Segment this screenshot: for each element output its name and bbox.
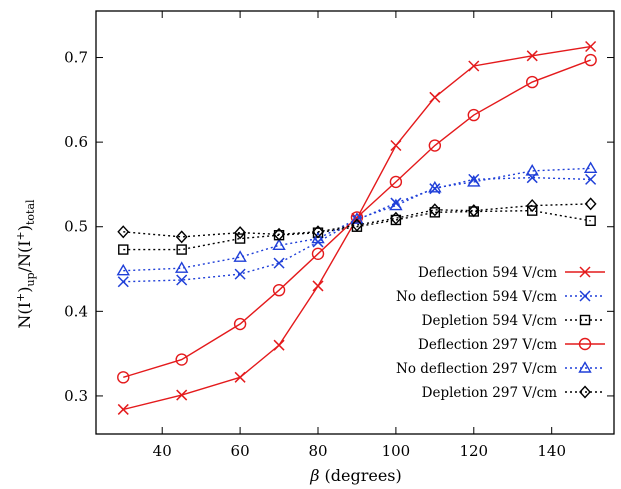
legend-entry: No deflection 297 V/cm	[396, 361, 605, 377]
y-tick-label: 0.4	[64, 302, 88, 320]
data-point	[351, 218, 363, 232]
data-point	[585, 173, 597, 185]
data-point	[272, 283, 286, 297]
data-point	[389, 198, 403, 211]
x-tick-label: 80	[308, 442, 327, 460]
data-point	[390, 139, 402, 152]
legend-entry: Deflection 594 V/cm	[418, 265, 605, 281]
legend-entry: Depletion 297 V/cm	[422, 385, 605, 401]
data-point	[429, 91, 441, 103]
series-line	[123, 59, 591, 378]
y-tick-label: 0.7	[64, 49, 88, 67]
legend-label: Depletion 297 V/cm	[422, 385, 558, 401]
y-tick-label: 0.5	[64, 218, 88, 236]
series-line	[123, 209, 591, 251]
data-point	[234, 233, 246, 244]
data-point	[176, 389, 188, 401]
data-point	[311, 231, 325, 244]
series-5	[117, 197, 597, 244]
data-point	[389, 175, 403, 189]
data-point	[273, 257, 285, 269]
data-point	[234, 371, 246, 383]
data-point	[273, 339, 285, 351]
legend-label: Deflection 594 V/cm	[418, 265, 557, 281]
legend-marker	[579, 314, 591, 326]
legend-entry: Deflection 297 V/cm	[418, 337, 605, 353]
data-point	[234, 226, 247, 240]
data-point	[176, 274, 188, 286]
legend-entry: No deflection 594 V/cm	[396, 289, 605, 305]
data-point	[584, 197, 597, 211]
data-point	[174, 261, 189, 273]
data-point	[312, 280, 324, 292]
data-point	[175, 230, 188, 244]
data-point	[428, 203, 441, 217]
data-point	[585, 215, 596, 227]
data-point	[117, 371, 130, 384]
data-point	[118, 244, 129, 255]
data-point	[350, 212, 364, 224]
legend-label: No deflection 297 V/cm	[396, 361, 557, 377]
x-tick-label: 60	[231, 442, 250, 460]
data-point	[117, 225, 130, 239]
series-line	[123, 45, 591, 411]
data-point	[116, 263, 130, 276]
data-point	[176, 244, 187, 255]
data-point	[467, 174, 481, 187]
data-point	[467, 108, 480, 122]
data-point	[583, 161, 598, 174]
x-tick-label: 40	[153, 442, 172, 460]
data-point	[526, 50, 538, 62]
legend-marker	[579, 385, 591, 399]
data-point	[525, 163, 539, 176]
data-point	[585, 41, 597, 53]
data-point	[233, 317, 247, 331]
data-point	[526, 199, 539, 213]
data-point	[389, 211, 402, 225]
data-point	[526, 75, 539, 89]
data-point	[468, 60, 480, 72]
legend-label: No deflection 594 V/cm	[396, 289, 557, 305]
x-tick-label: 120	[459, 442, 488, 460]
data-point	[467, 204, 480, 218]
x-tick-label: 140	[537, 442, 566, 460]
legend-label: Deflection 297 V/cm	[418, 337, 557, 353]
data-point	[428, 139, 442, 152]
x-tick-label: 100	[382, 442, 411, 460]
data-point	[584, 53, 597, 67]
legend-marker	[578, 361, 592, 373]
y-axis-label: N(I+)up/N(I+)total	[14, 199, 37, 329]
data-point	[428, 180, 442, 193]
legend-marker	[579, 266, 591, 278]
x-axis-label: β (degrees)	[309, 466, 401, 485]
data-point	[234, 268, 246, 280]
data-point	[311, 247, 325, 261]
legend-entry: Depletion 594 V/cm	[422, 313, 605, 329]
legend-label: Depletion 594 V/cm	[422, 313, 558, 329]
data-point	[117, 276, 129, 288]
plot-frame	[95, 10, 615, 435]
legend-marker	[578, 337, 592, 351]
data-point	[233, 250, 247, 262]
data-point	[117, 403, 129, 415]
series-0	[117, 41, 597, 415]
data-point	[175, 353, 188, 366]
legend-marker	[579, 290, 591, 302]
data-point	[272, 238, 286, 251]
data-point	[312, 225, 324, 239]
data-point	[273, 227, 285, 241]
y-tick-label: 0.3	[64, 387, 88, 405]
data-point	[429, 207, 441, 218]
y-tick-label: 0.6	[64, 133, 88, 151]
